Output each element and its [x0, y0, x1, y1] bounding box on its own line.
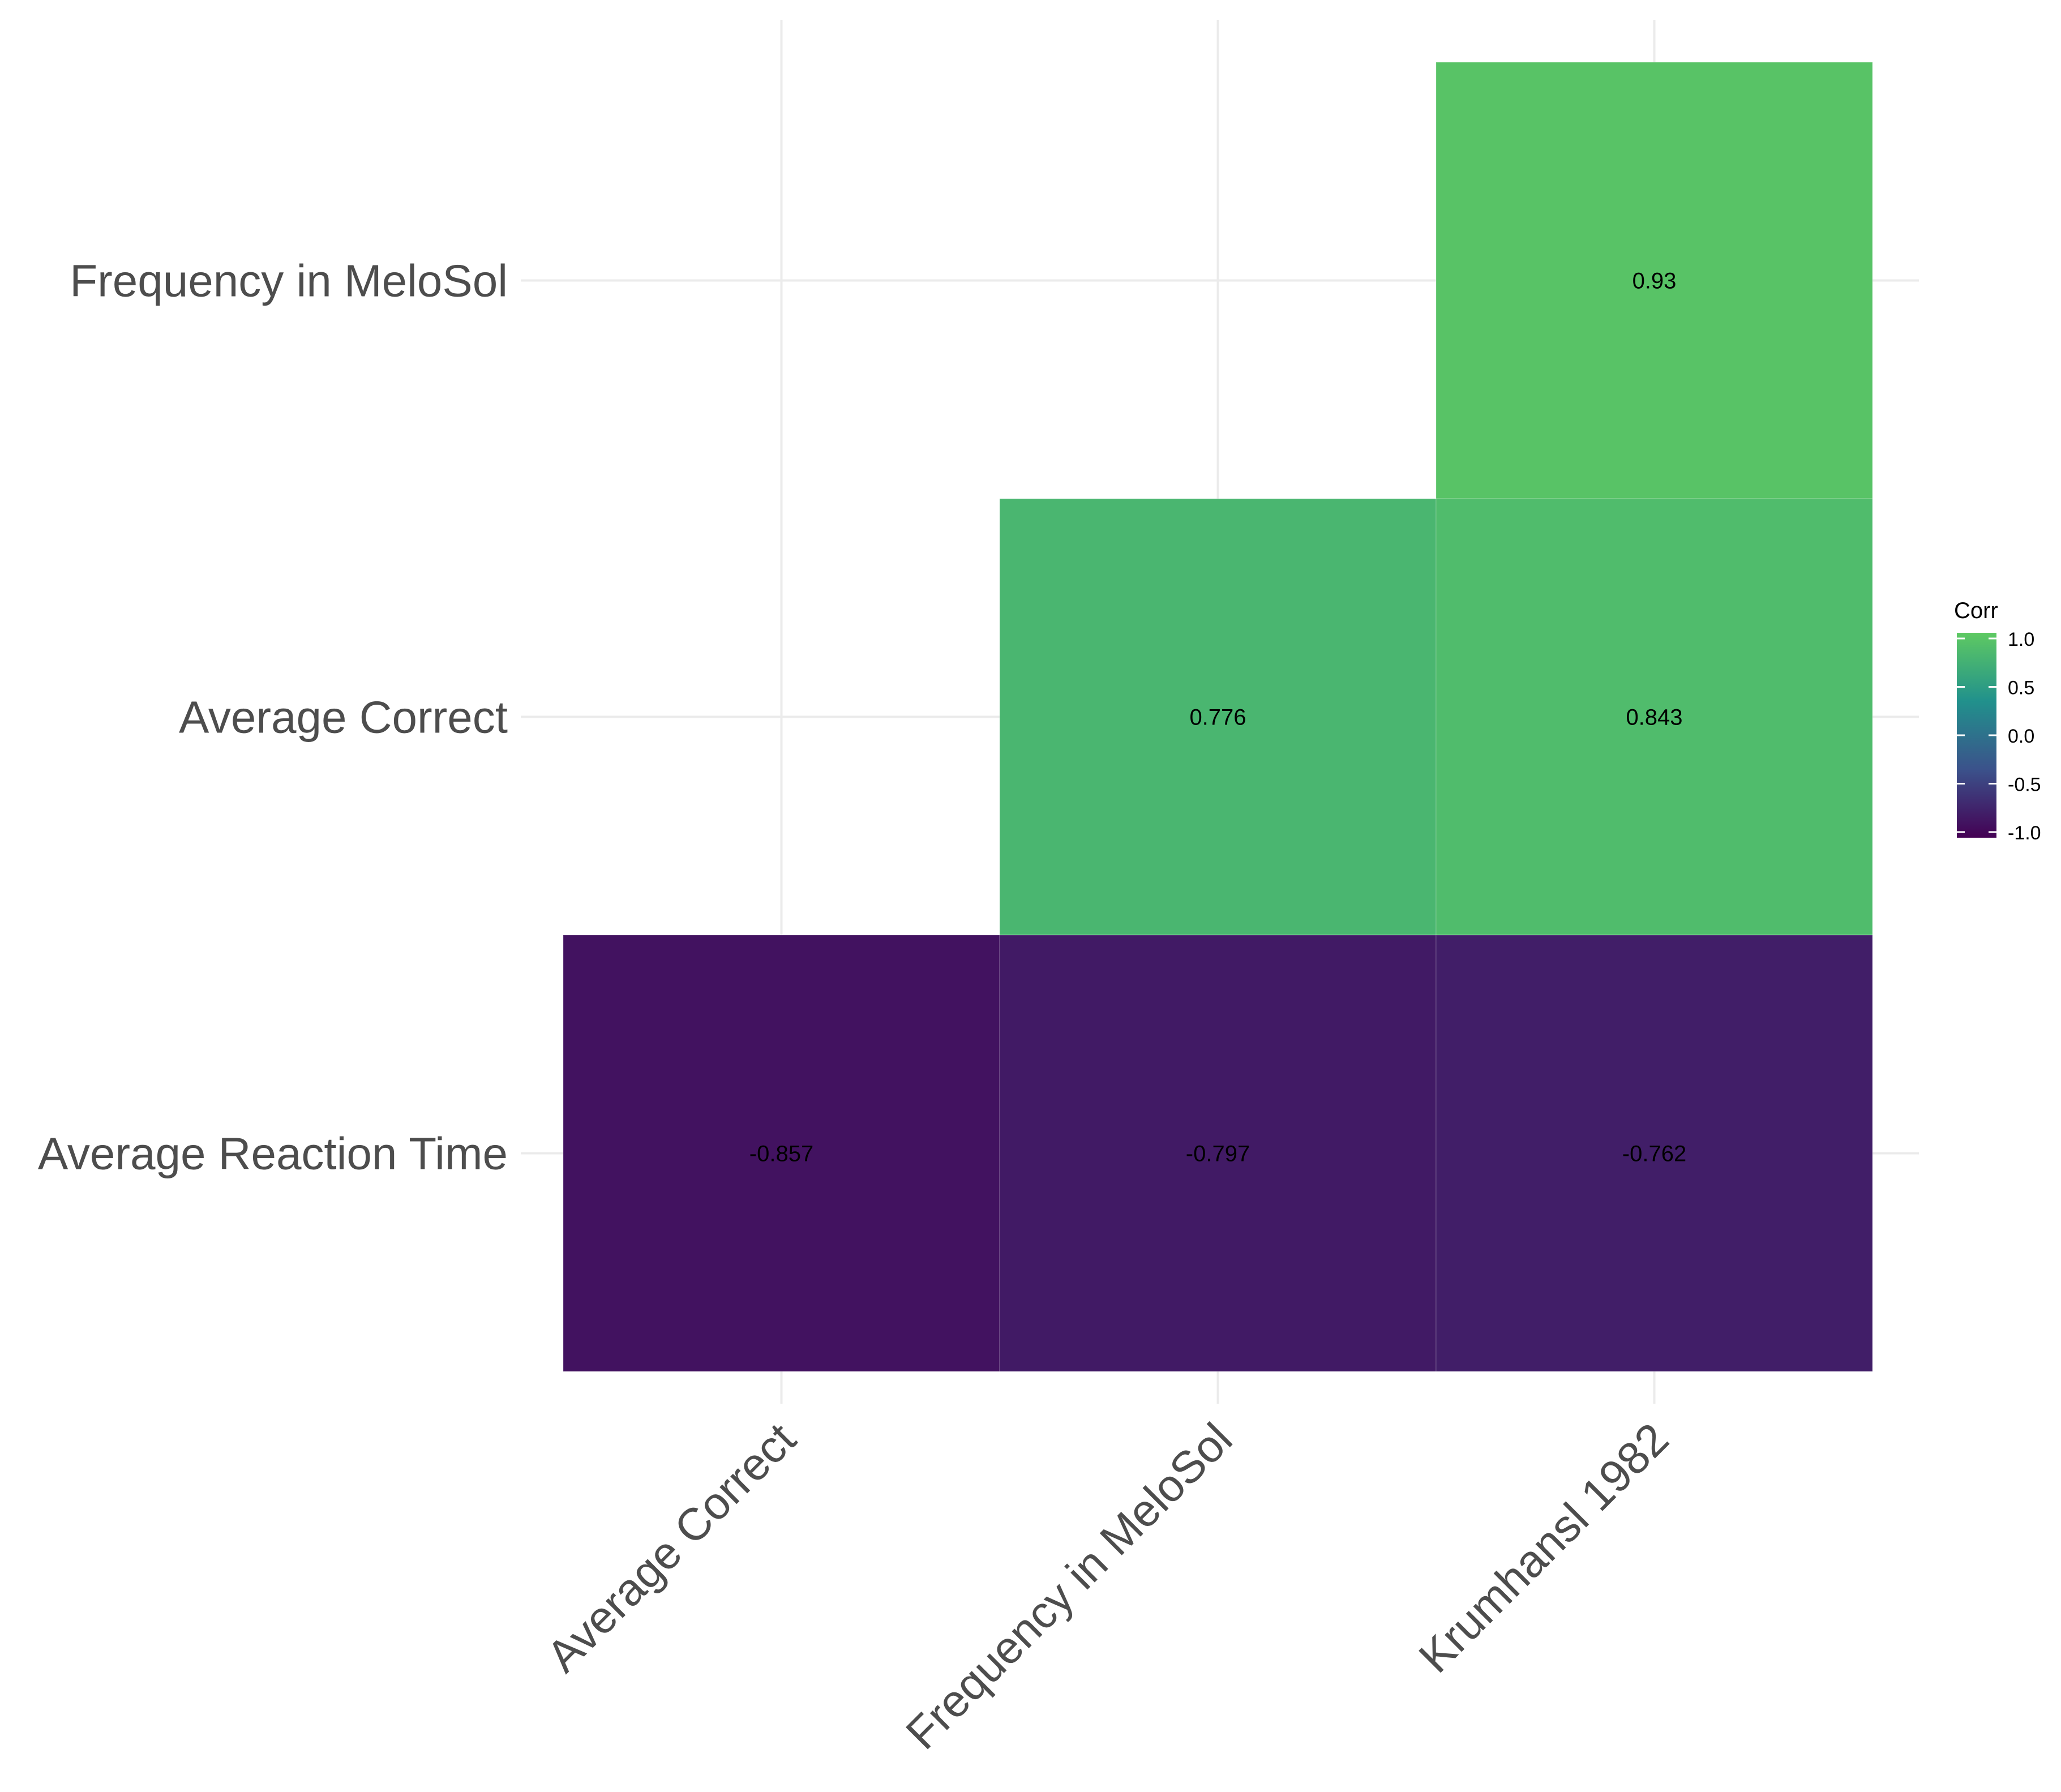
- cell-value-label: -0.797: [1186, 1142, 1250, 1167]
- cell-value-label: 0.776: [1189, 705, 1246, 730]
- legend-title: Corr: [1954, 598, 1998, 623]
- cell-value-label: -0.762: [1622, 1142, 1686, 1167]
- heatmap-cell-average-reaction-time-vs-krumhansl-1982: [1436, 934, 1873, 1372]
- heatmap-cell-average-correct-vs-krumhansl-1982: [1436, 498, 1873, 936]
- heatmap-cell-average-reaction-time-vs-frequency-in-melosol: [999, 934, 1437, 1372]
- y-tick-label-frequency-in-melosol: Frequency in MeloSol: [70, 256, 508, 306]
- color-legend: Corr 1.0 0.5 0.0 -0.5 -1.0: [1954, 598, 2041, 844]
- heatmap-cells: [563, 62, 1873, 1372]
- legend-tick-label: -1.0: [2008, 822, 2041, 844]
- heatmap-cell-average-correct-vs-frequency-in-melosol: [999, 498, 1437, 936]
- heatmap-cell-frequency-in-melosol-vs-krumhansl-1982: [1436, 62, 1873, 499]
- y-tick-label-average-correct: Average Correct: [179, 692, 508, 743]
- x-tick-label-frequency-in-melosol: Frequency in MeloSol: [896, 1413, 1241, 1759]
- cell-value-labels: 0.93 0.776 0.843 -0.857 -0.797 -0.762: [749, 269, 1686, 1167]
- legend-tick-label: 0.0: [2008, 726, 2034, 747]
- cell-value-label: -0.857: [749, 1142, 813, 1167]
- x-tick-label-average-correct: Average Correct: [537, 1413, 805, 1682]
- cell-value-label: 0.93: [1632, 269, 1677, 294]
- x-tick-label-krumhansl-1982: Krumhansl 1982: [1409, 1413, 1678, 1682]
- cell-value-label: 0.843: [1626, 705, 1682, 730]
- legend-tick-label: 1.0: [2008, 629, 2034, 650]
- heatmap-cell-average-reaction-time-vs-average-correct: [563, 934, 1000, 1372]
- legend-tick-label: 0.5: [2008, 678, 2034, 699]
- y-tick-label-average-reaction-time: Average Reaction Time: [38, 1129, 508, 1179]
- legend-tick-label: -0.5: [2008, 774, 2041, 796]
